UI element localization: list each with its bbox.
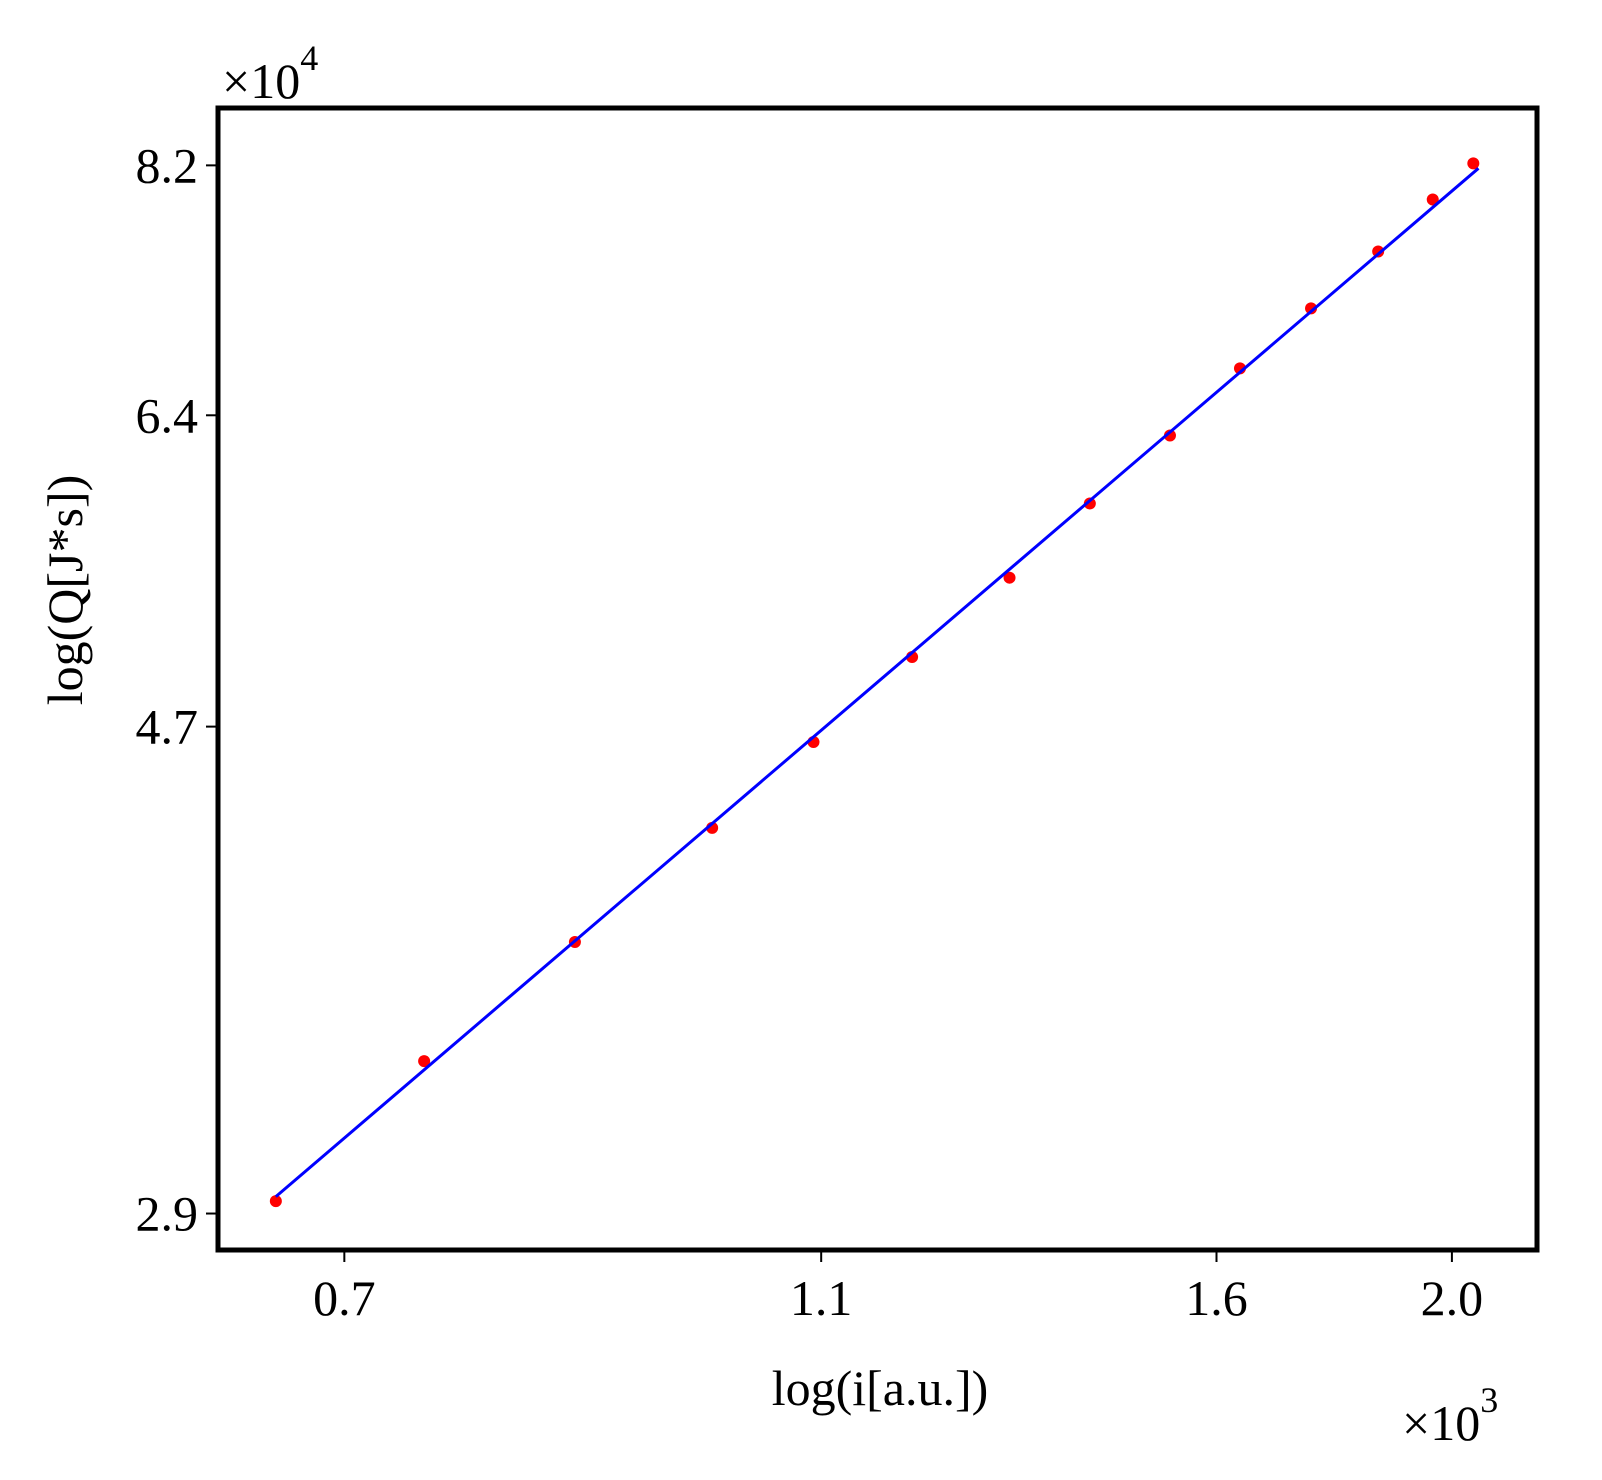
y-multiplier-base: ×10 xyxy=(222,53,300,109)
fit-line xyxy=(274,167,1480,1198)
y-tick-label: 4.7 xyxy=(136,699,199,755)
y-tick-label: 2.9 xyxy=(136,1186,199,1242)
data-point xyxy=(1467,157,1480,170)
data-point xyxy=(1372,245,1385,258)
x-multiplier-base: ×10 xyxy=(1402,1395,1480,1451)
y-tick-label: 8.2 xyxy=(136,137,199,193)
y-multiplier: ×104 xyxy=(222,38,318,109)
data-point xyxy=(269,1195,282,1208)
y-tick-label: 6.4 xyxy=(136,387,199,443)
data-point xyxy=(1305,302,1318,315)
x-tick-label: 1.1 xyxy=(790,1270,853,1326)
plot-frame xyxy=(215,105,1540,1253)
x-axis-label: log(i[a.u.]) xyxy=(772,1360,989,1416)
y-axis-label: log(Q[J*s]) xyxy=(37,475,93,706)
data-point xyxy=(1003,571,1016,584)
data-point xyxy=(1083,497,1096,510)
x-tick-label: 1.6 xyxy=(1185,1270,1248,1326)
data-point xyxy=(1163,429,1176,442)
x-tick-label: 2.0 xyxy=(1421,1270,1484,1326)
data-point xyxy=(1426,193,1439,206)
y-multiplier-exponent: 4 xyxy=(300,38,318,78)
data-point xyxy=(418,1055,431,1068)
x-multiplier-exponent: 3 xyxy=(1480,1380,1498,1420)
x-tick-label: 0.7 xyxy=(313,1270,376,1326)
x-multiplier: ×103 xyxy=(1402,1380,1498,1451)
